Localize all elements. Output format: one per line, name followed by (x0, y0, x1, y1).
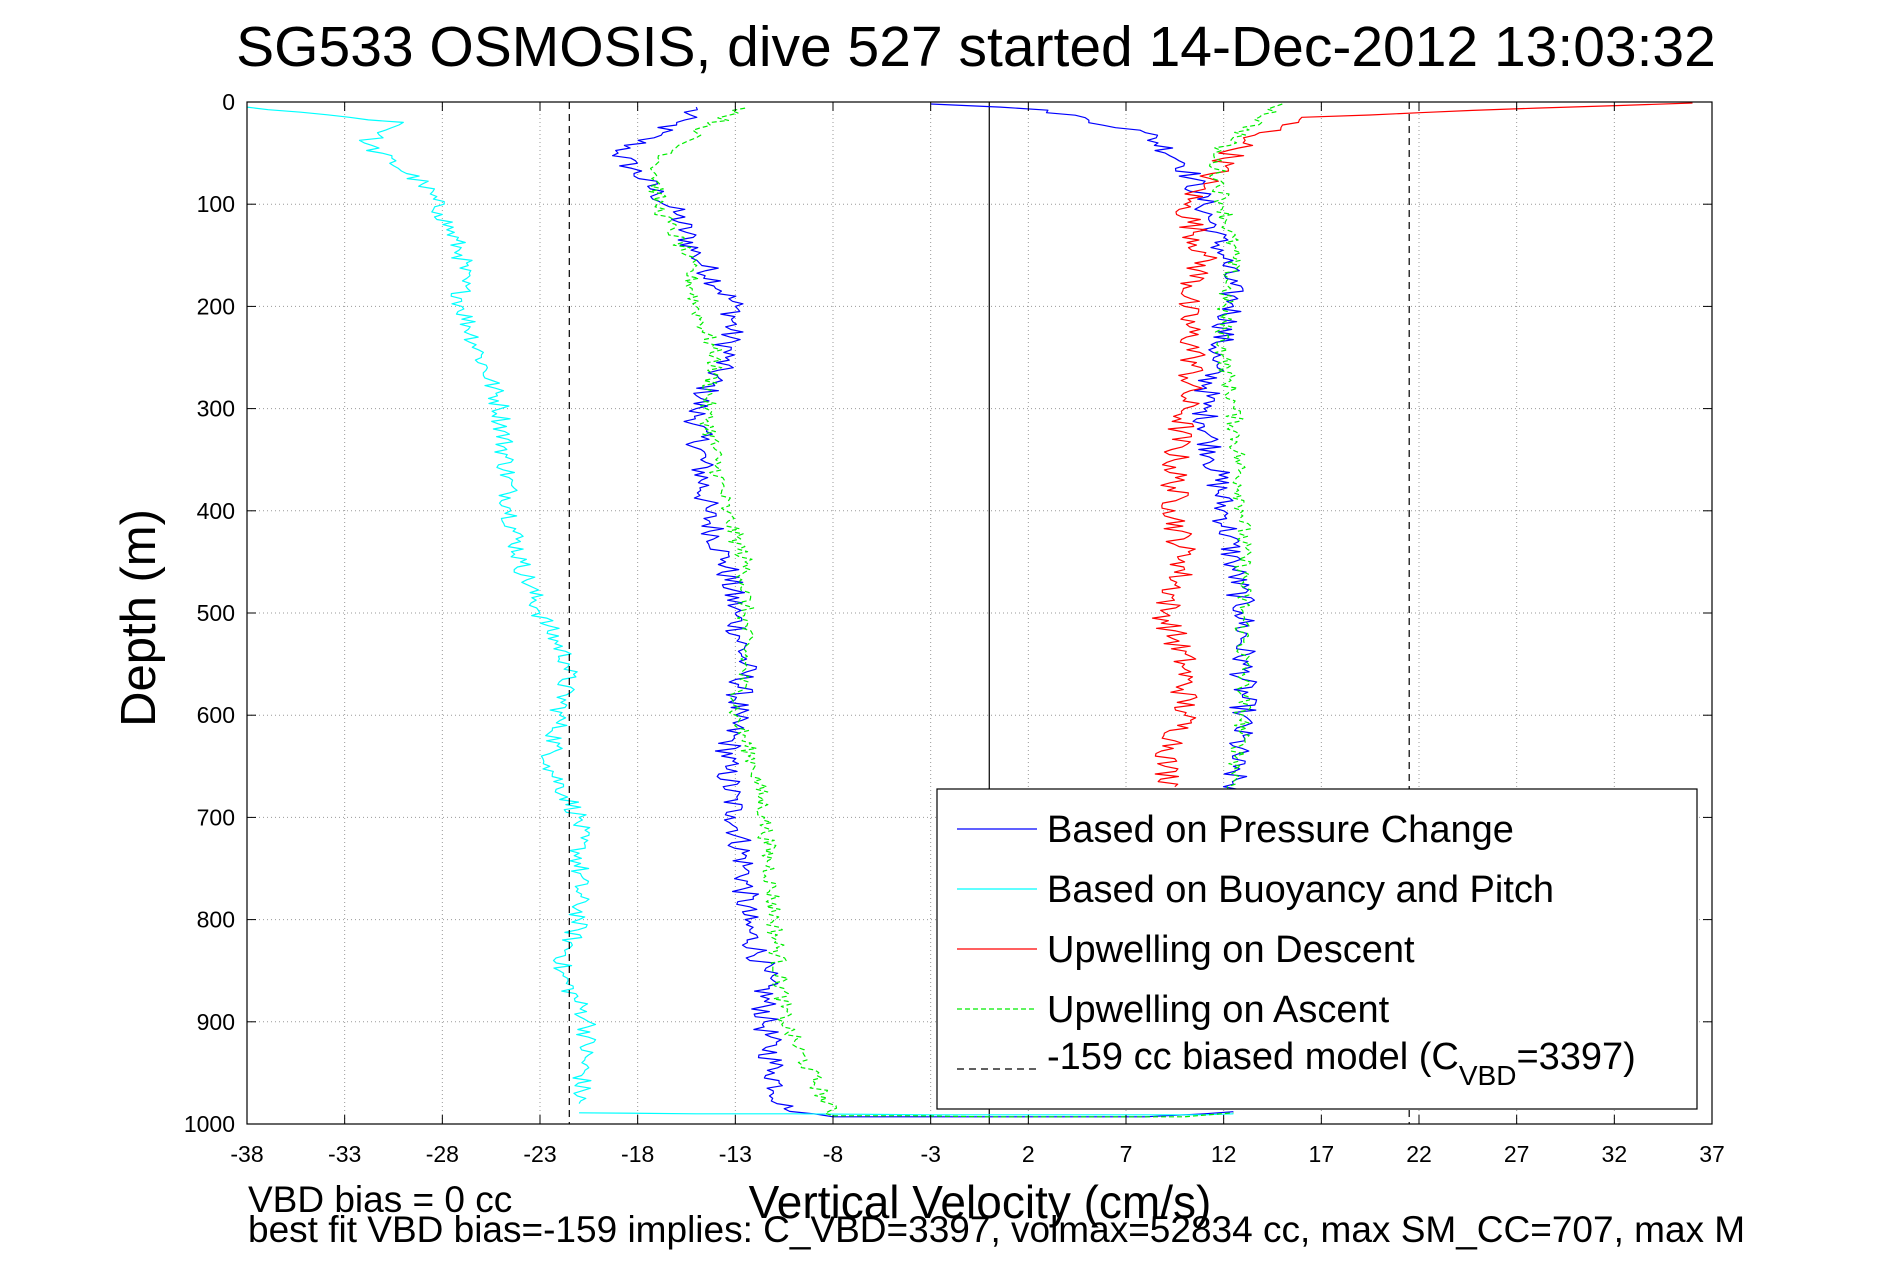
x-tick-label: -23 (523, 1141, 556, 1167)
x-tick-label: -38 (230, 1141, 263, 1167)
best-fit-annotation: best fit VBD bias=-159 implies: C_VBD=33… (248, 1209, 1745, 1250)
x-tick-label: 12 (1211, 1141, 1237, 1167)
legend-label-2: Based on Buoyancy and Pitch (1047, 869, 1554, 911)
series-1-line (612, 106, 834, 1118)
x-axis-label: Vertical Velocity (cm/s) (749, 1176, 1212, 1228)
series-4-line (648, 107, 838, 1117)
y-tick-labels: 0 100 200 300 400 500 600 700 800 900 1000 (184, 89, 235, 1137)
series-2-line (246, 106, 597, 1104)
bias-annotation: VBD bias = 0 cc (248, 1179, 512, 1220)
y-tick-label: 1000 (184, 1111, 235, 1137)
y-tick-label: 700 (197, 804, 235, 830)
x-tick-label: -13 (719, 1141, 752, 1167)
legend-label-4: Upwelling on Ascent (1047, 989, 1390, 1031)
y-tick-label: 400 (197, 498, 235, 524)
x-tick-label: 7 (1120, 1141, 1133, 1167)
x-tick-label: 27 (1504, 1141, 1530, 1167)
legend-box (936, 788, 1698, 1110)
y-tick-label: 300 (197, 396, 235, 422)
legend: Based on Pressure Change Based on Buoyanc… (936, 788, 1698, 1110)
x-tick-label: -33 (328, 1141, 361, 1167)
legend-label-1: Based on Pressure Change (1047, 809, 1514, 851)
chart-title: SG533 OSMOSIS, dive 527 started 14-Dec-2… (236, 15, 1716, 79)
x-tick-label: 17 (1309, 1141, 1335, 1167)
y-tick-label: 200 (197, 293, 235, 319)
x-tick-label: -8 (823, 1141, 843, 1167)
y-tick-label: 900 (197, 1009, 235, 1035)
y-axis-label: Depth (m) (112, 509, 166, 727)
x-tick-label: -28 (426, 1141, 459, 1167)
x-tick-label: 2 (1022, 1141, 1035, 1167)
y-tick-label: 500 (197, 600, 235, 626)
x-tick-label: 37 (1699, 1141, 1725, 1167)
series-4-line (1208, 103, 1283, 797)
x-tick-label: 32 (1602, 1141, 1628, 1167)
y-tick-label: 0 (222, 89, 235, 115)
legend-label-tail: =3397) (1516, 1036, 1635, 1078)
y-tick-label: 100 (197, 191, 235, 217)
legend-label-subscript: VBD (1459, 1060, 1517, 1091)
series-3-line (1151, 102, 1693, 788)
series-layer (246, 102, 1693, 1124)
y-tick-label: 600 (197, 702, 235, 728)
x-tick-labels: -38 -33 -28 -23 -18 -13 -8 -3 2 7 12 17 22 27 32 37 (230, 1141, 1724, 1167)
x-tick-label: 22 (1406, 1141, 1432, 1167)
series-2-line (579, 1112, 1234, 1116)
x-tick-label: -3 (920, 1141, 940, 1167)
series-1-line (930, 103, 1258, 808)
x-tick-label: -18 (621, 1141, 654, 1167)
axes-frame (246, 101, 1713, 1125)
legend-label-3: Upwelling on Descent (1047, 929, 1415, 971)
y-tick-label: 800 (197, 907, 235, 933)
series-1-line (833, 1111, 1234, 1118)
